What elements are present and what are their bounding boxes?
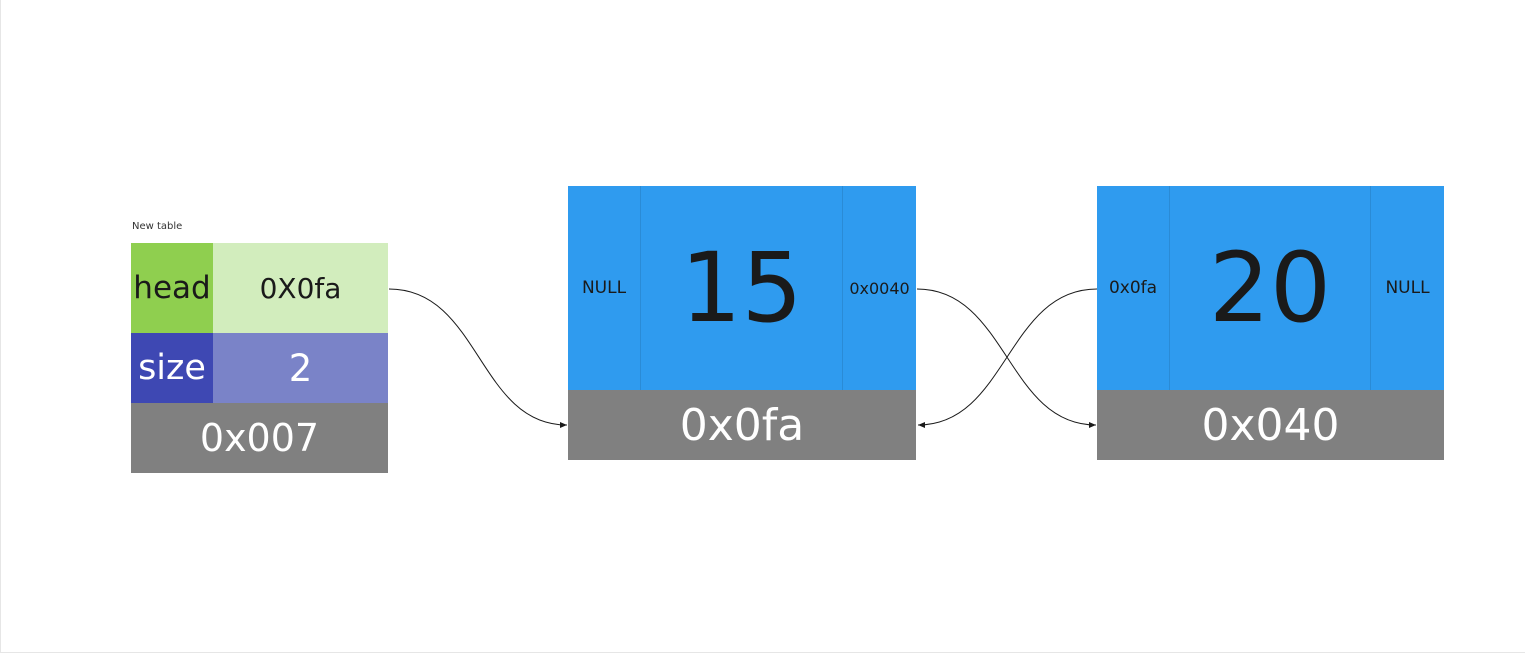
table-caption: New table [132, 221, 183, 232]
head-value-cell: 0X0fa [213, 243, 388, 333]
head-label-cell: head [131, 243, 213, 333]
next-pointer-arrow [916, 288, 1097, 428]
node-2-prev-cell: 0x0fa [1097, 186, 1170, 390]
node-2-next-cell: NULL [1371, 186, 1444, 390]
size-value-cell: 2 [213, 333, 388, 403]
prev-pointer-arrow [917, 288, 1098, 428]
node-1-data-cell: 15 [641, 186, 843, 390]
node-2-data-cell: 20 [1170, 186, 1371, 390]
head-pointer-arrow [388, 288, 568, 428]
struct-address-cell: 0x007 [131, 403, 388, 473]
node-1-prev-cell: NULL [568, 186, 641, 390]
node-1-address-cell: 0x0fa [568, 390, 916, 460]
node-1-next-cell: 0x0040 [843, 186, 916, 390]
node-2-address-cell: 0x040 [1097, 390, 1444, 460]
size-label-cell: size [131, 333, 213, 403]
